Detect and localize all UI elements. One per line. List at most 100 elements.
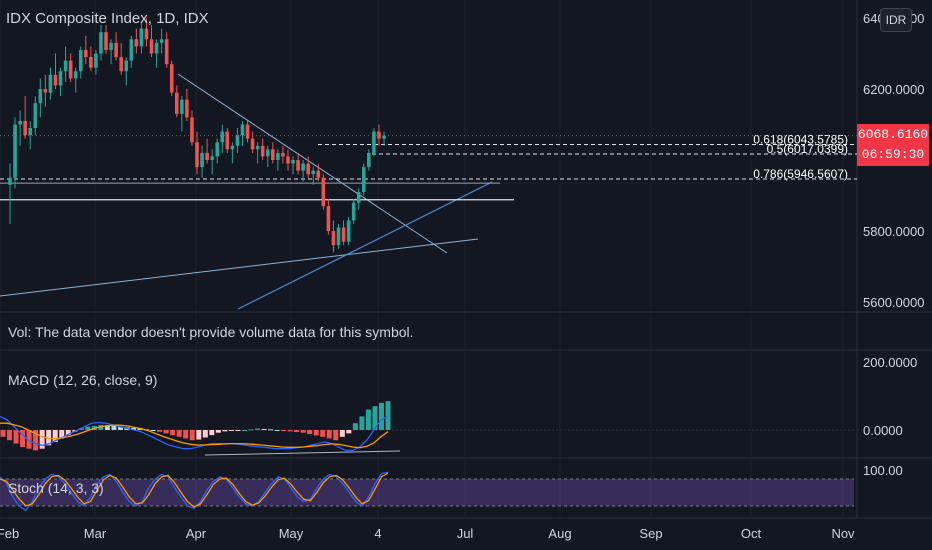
macd-histogram-bar	[215, 430, 221, 433]
candle-body	[109, 42, 113, 50]
candle-body	[23, 120, 27, 136]
macd-histogram-bar	[339, 430, 345, 437]
candle-body	[316, 170, 321, 178]
time-tick-label: Nov	[831, 526, 855, 541]
candle-body	[68, 60, 73, 79]
macd-histogram-bar	[117, 426, 123, 430]
macd-histogram-bar	[385, 401, 391, 430]
macd-histogram-bar	[378, 402, 384, 430]
candle-body	[43, 89, 48, 93]
candle-body	[260, 145, 265, 157]
macd-histogram-bar	[26, 430, 32, 449]
grid-lines	[0, 0, 844, 518]
candle-body	[18, 120, 22, 125]
candle-body	[149, 39, 154, 54]
macd-histogram-bar	[78, 428, 84, 430]
candle-body	[346, 220, 351, 242]
candle-body	[195, 142, 199, 168]
long-support-trendline	[0, 238, 479, 297]
candle-body	[174, 92, 179, 114]
stoch-d-line	[0, 472, 389, 508]
candle-body	[220, 131, 225, 143]
candle-body	[124, 60, 129, 72]
macd-divergence-line	[204, 450, 401, 456]
candle-body	[245, 124, 250, 139]
candle-body	[230, 145, 235, 150]
macd-histogram-bar	[196, 430, 202, 440]
currency-badge[interactable]: IDR	[880, 8, 912, 32]
candle-body	[180, 99, 184, 114]
macd-histogram-bar	[20, 430, 26, 447]
candle-body	[291, 160, 295, 164]
macd-histogram-bar	[320, 430, 326, 437]
candle-body	[38, 89, 43, 104]
candle-body	[159, 39, 164, 43]
macd-line	[0, 415, 389, 452]
price-axis[interactable]: 6400.00006200.00005800.00005600.0000200.…	[863, 11, 924, 478]
fib-level-label: 0.786(5946.5607)	[753, 167, 848, 181]
uptrend-line	[237, 181, 493, 310]
candle-body	[331, 231, 336, 246]
candle-body	[240, 124, 245, 136]
macd-legend[interactable]: MACD (12, 26, close, 9)	[8, 372, 158, 388]
stoch-band-fill	[0, 479, 854, 506]
macd-histogram-bar	[372, 406, 378, 430]
macd-histogram-bar	[222, 430, 228, 432]
macd-tick-label: 200.0000	[863, 355, 917, 370]
candle-body	[190, 117, 194, 143]
candle-body	[114, 42, 118, 58]
macd-histogram-bar	[209, 430, 215, 436]
macd-histogram-bar	[150, 430, 156, 431]
volume-note: Vol: The data vendor doesn't provide vol…	[8, 324, 414, 340]
signal-line	[0, 422, 389, 449]
candle-body	[341, 227, 346, 242]
candle-body	[33, 103, 38, 129]
macd-histogram-bar	[163, 430, 169, 434]
candle-body	[185, 99, 189, 118]
fibonacci-levels[interactable]: 0.618(6043.5785)0.5(6017.0399)0.786(5946…	[0, 133, 857, 181]
candle-body	[53, 74, 58, 86]
candle-body	[119, 57, 123, 72]
candle-body	[129, 39, 134, 61]
macd-histogram-bar	[176, 430, 182, 437]
candle-countdown: 06:59:30	[861, 147, 925, 162]
macd-histogram-bar	[359, 416, 365, 430]
horizontal-levels[interactable]	[0, 182, 514, 201]
time-tick-label: 4	[374, 526, 381, 541]
candle-body	[225, 131, 230, 150]
time-axis[interactable]: Feb Mar Apr May 4 Jul Aug Sep Oct Nov	[0, 526, 855, 541]
macd-histogram-bar	[39, 430, 45, 449]
macd-tick-label: 0.0000	[863, 423, 903, 438]
candle-body	[377, 131, 381, 139]
candle-body	[215, 142, 220, 157]
macd-histogram-bar	[104, 425, 110, 430]
fib-level-label: 0.5(6017.0399)	[767, 142, 848, 156]
macd-histogram-bar	[0, 430, 6, 437]
candle-body	[84, 49, 88, 58]
candle-body	[104, 32, 108, 50]
macd-histogram-bar	[294, 430, 300, 433]
macd-histogram-bar	[111, 425, 117, 430]
macd-histogram-bar	[137, 428, 143, 430]
current-price-value: 6068.6160	[857, 127, 929, 142]
candle-body	[367, 152, 371, 168]
candle-body	[139, 28, 144, 47]
macd-histogram-bar	[85, 426, 91, 430]
stoch-legend[interactable]: Stoch (14, 3, 3)	[8, 480, 104, 496]
price-tick-label: 5800.0000	[863, 224, 924, 239]
macd-histogram-bar	[202, 430, 208, 438]
time-tick-label: Mar	[84, 526, 107, 541]
candle-body	[99, 32, 103, 54]
candle-body	[321, 177, 326, 207]
candle-body	[235, 135, 240, 146]
candle-body	[306, 163, 310, 175]
candle-body	[205, 152, 209, 160]
trendlines[interactable]	[0, 73, 493, 310]
macd-histogram-bar	[326, 430, 332, 439]
time-tick-label: May	[279, 526, 304, 541]
candle-body	[144, 28, 149, 40]
time-tick-label: Apr	[186, 526, 207, 541]
macd-histogram-bar	[157, 430, 163, 432]
pane-separators	[0, 0, 932, 519]
